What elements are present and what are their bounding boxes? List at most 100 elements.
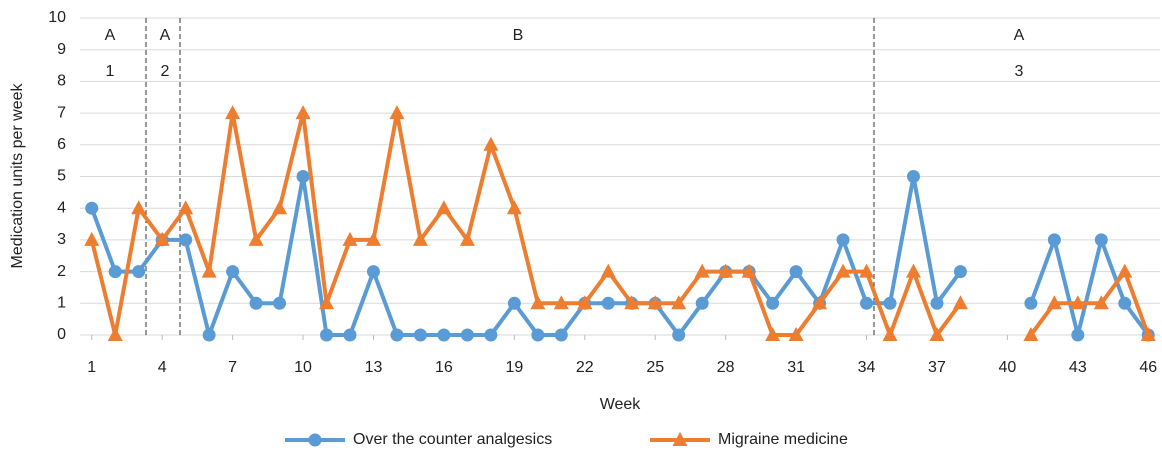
data-point (484, 328, 498, 342)
data-point (1093, 295, 1109, 310)
y-tick-label: 4 (57, 199, 66, 216)
data-point (365, 231, 381, 246)
data-point (178, 200, 194, 215)
data-point (1118, 296, 1132, 310)
data-point (695, 296, 709, 310)
data-point (295, 105, 311, 120)
data-point (554, 328, 568, 342)
y-tick-label: 0 (57, 326, 66, 343)
phase-label: A (1014, 27, 1025, 44)
data-point (1070, 295, 1086, 310)
data-point (647, 295, 663, 310)
y-tick-label: 3 (57, 231, 66, 248)
phase-label: A (105, 27, 116, 44)
data-point (320, 328, 334, 342)
data-point (225, 105, 241, 120)
data-point (671, 295, 687, 310)
data-point (953, 265, 967, 279)
data-point (179, 233, 193, 247)
x-tick-label: 40 (998, 359, 1016, 376)
data-point (1140, 327, 1156, 341)
phase-number: 1 (106, 63, 115, 80)
legend-marker (308, 433, 322, 447)
data-point (835, 263, 851, 278)
data-point (483, 136, 499, 151)
x-tick-label: 28 (717, 359, 735, 376)
data-point (860, 296, 874, 310)
x-tick-label: 37 (928, 359, 946, 376)
x-tick-label: 19 (505, 359, 523, 376)
x-tick-label: 43 (1069, 359, 1087, 376)
x-tick-label: 46 (1139, 359, 1157, 376)
data-point (882, 327, 898, 341)
x-tick-label: 13 (365, 359, 383, 376)
data-point (1046, 295, 1062, 310)
data-point (249, 296, 263, 310)
y-axis-label: Medication units per week (9, 83, 26, 269)
data-point (906, 170, 920, 183)
data-point (154, 231, 170, 246)
data-point (672, 328, 686, 342)
y-tick-label: 9 (57, 41, 66, 58)
data-point (460, 328, 474, 342)
x-tick-label: 31 (787, 359, 805, 376)
data-point (342, 231, 358, 246)
data-point (108, 265, 122, 279)
y-tick-label: 7 (57, 104, 66, 121)
legend-label: Over the counter analgesics (353, 431, 552, 448)
data-point (507, 296, 521, 310)
x-tick-label: 22 (576, 359, 594, 376)
data-point (131, 200, 147, 215)
y-tick-label: 10 (48, 9, 66, 26)
data-point (1117, 263, 1133, 278)
data-point (624, 295, 640, 310)
x-tick-label: 34 (858, 359, 876, 376)
data-point (343, 328, 357, 342)
data-point (789, 265, 803, 279)
x-tick-label: 7 (228, 359, 237, 376)
phase-label: B (513, 27, 524, 44)
data-point (577, 295, 593, 310)
x-tick-label: 25 (646, 359, 664, 376)
y-tick-label: 5 (57, 168, 66, 185)
data-point (859, 263, 875, 278)
x-tick-label: 10 (294, 359, 312, 376)
y-tick-label: 6 (57, 136, 66, 153)
data-point (390, 328, 404, 342)
data-point (459, 231, 475, 246)
data-point (1024, 296, 1038, 310)
data-point (836, 233, 850, 247)
data-point (741, 263, 757, 278)
data-point (412, 231, 428, 246)
data-point (202, 328, 216, 342)
y-tick-label: 8 (57, 73, 66, 90)
data-point (436, 200, 452, 215)
data-point (201, 263, 217, 278)
data-point (84, 231, 100, 246)
x-axis-label: Week (600, 396, 642, 413)
data-point (930, 296, 944, 310)
data-point (273, 296, 287, 310)
data-point (765, 327, 781, 341)
data-point (718, 263, 734, 278)
data-point (226, 265, 240, 279)
data-point (132, 265, 146, 279)
data-point (531, 328, 545, 342)
data-point (107, 327, 123, 341)
data-point (319, 295, 335, 310)
data-point (272, 200, 288, 215)
x-tick-label: 1 (87, 359, 96, 376)
phase-label: A (160, 27, 171, 44)
data-point (1094, 233, 1108, 247)
data-point (883, 296, 897, 310)
y-tick-label: 2 (57, 263, 66, 280)
data-point (929, 327, 945, 341)
data-point (85, 201, 99, 215)
data-point (366, 265, 380, 279)
data-point (694, 263, 710, 278)
data-point (600, 263, 616, 278)
data-point (905, 263, 921, 278)
data-point (952, 295, 968, 310)
x-tick-label: 16 (435, 359, 453, 376)
